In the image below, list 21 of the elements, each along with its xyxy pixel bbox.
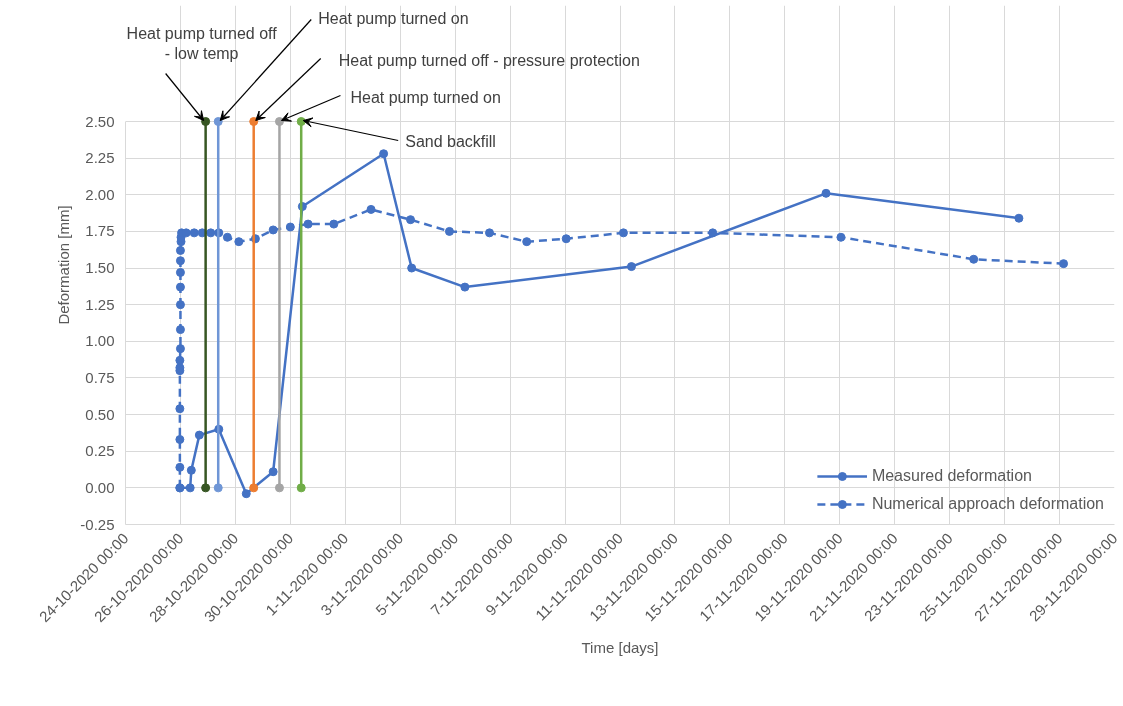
x-axis-title: Time [days] — [581, 639, 659, 657]
annotation: Heat pump turned off - pressure protection — [338, 52, 640, 69]
y-tick-label: 2.00 — [85, 185, 115, 203]
y-tick-label: 0.00 — [85, 478, 115, 496]
y-axis-title: Deformation [mm] — [55, 205, 73, 325]
legend-label: Numerical approach deformation — [871, 495, 1104, 513]
y-tick-label: 2.25 — [85, 149, 115, 167]
y-tick-label: -0.25 — [80, 515, 115, 533]
y-tick-label: 1.50 — [85, 259, 115, 277]
y-tick-label: 0.50 — [85, 405, 115, 423]
annotation: Sand backfill — [405, 133, 496, 150]
y-tick-label: 1.25 — [85, 295, 115, 313]
annotation: Heat pump turned off - low temp — [126, 24, 278, 63]
y-tick-label: 0.25 — [85, 442, 115, 460]
y-tick-label: 1.00 — [85, 332, 115, 350]
annotation: Heat pump turned on — [318, 10, 469, 27]
annotation: Heat pump turned on — [350, 89, 501, 106]
y-tick-label: 2.50 — [85, 112, 115, 130]
y-tick-label: 0.75 — [85, 368, 115, 386]
legend-label: Measured deformation — [871, 467, 1032, 485]
y-tick-label: 1.75 — [85, 222, 115, 240]
